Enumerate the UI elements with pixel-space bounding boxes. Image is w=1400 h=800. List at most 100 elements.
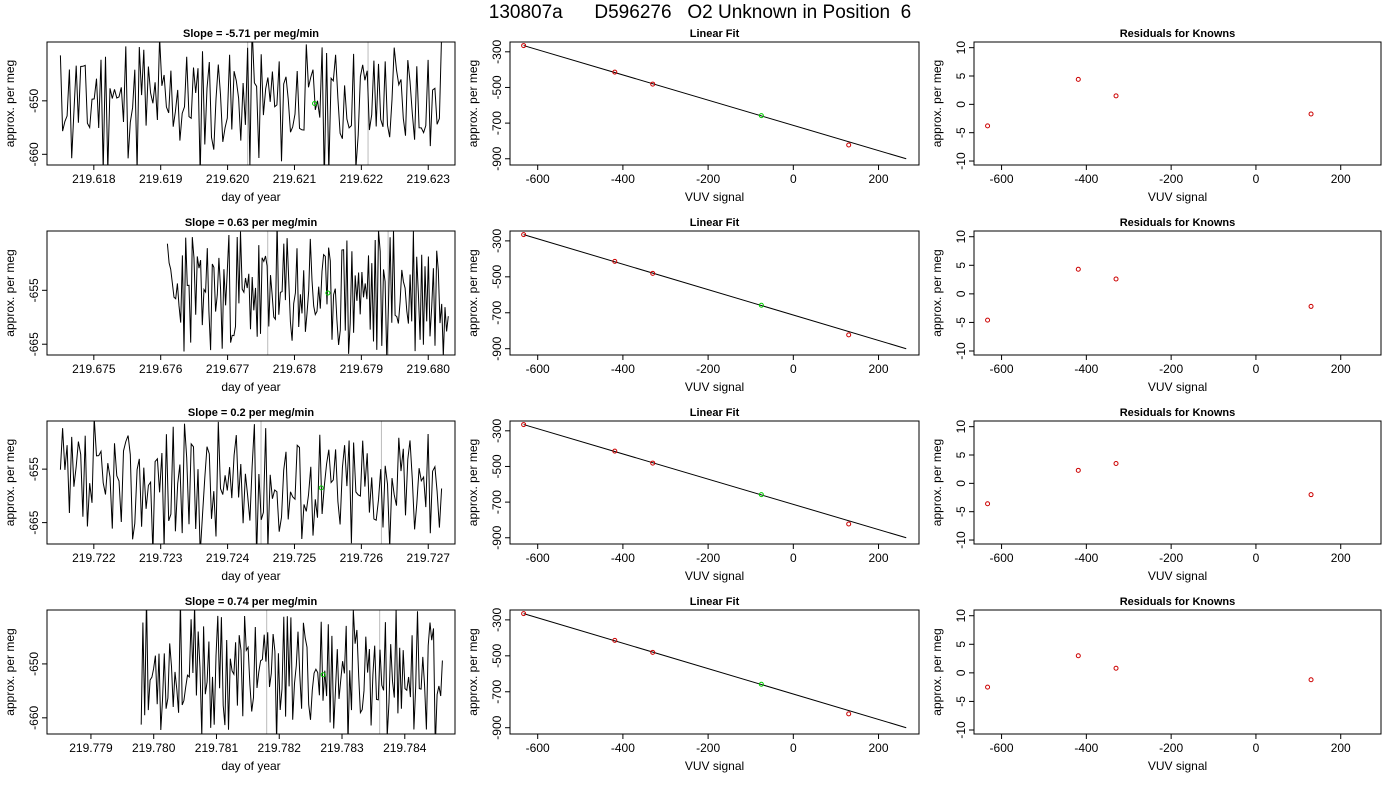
plot-area — [521, 422, 907, 539]
plot-frame — [509, 41, 920, 166]
x-tick-label: -200 — [696, 172, 720, 186]
panel-title: Linear Fit — [690, 217, 740, 229]
plot-area — [140, 610, 443, 734]
known-point — [846, 332, 852, 338]
panel-2-3: Residuals for Knowns VUV signal approx. pe… — [930, 217, 1382, 394]
x-tick-label: -200 — [696, 741, 720, 755]
x-tick-label: 219.619 — [139, 172, 183, 186]
x-tick-label: 219.781 — [195, 741, 239, 755]
residual-point — [1113, 665, 1119, 671]
panel-1-1: Slope = -5.71 per meg/min day of year appr… — [3, 28, 456, 204]
x-axis-label: VUV signal — [1148, 380, 1207, 394]
x-tick-label: 219.622 — [340, 172, 384, 186]
x-tick-label: 0 — [790, 172, 797, 186]
y-tick-label: -900 — [490, 525, 504, 549]
residual-point — [1075, 467, 1081, 473]
residual-point — [1308, 111, 1314, 117]
x-tick-label: -400 — [1074, 362, 1098, 376]
x-axis-label: day of year — [221, 190, 280, 204]
x-tick-label: 219.779 — [69, 741, 113, 755]
residual-point — [1113, 93, 1119, 99]
known-point — [650, 649, 656, 655]
x-tick-label: -400 — [611, 551, 635, 565]
fit-line — [523, 613, 907, 729]
panel-title: Linear Fit — [690, 407, 740, 419]
panel-2-2: Linear Fit VUV signal approx. per meg -600 -… — [466, 217, 920, 394]
x-tick-label: -400 — [611, 741, 635, 755]
x-tick-label: -400 — [1074, 172, 1098, 186]
plot-area — [59, 421, 443, 544]
y-tick-label: -700 — [490, 679, 504, 703]
y-axis-label: approx. per meg — [930, 60, 944, 147]
x-tick-label: 219.783 — [320, 741, 364, 755]
x-tick-label: 219.676 — [139, 362, 183, 376]
known-point — [612, 258, 618, 264]
unknown-point — [758, 492, 764, 498]
x-tick-label: 0 — [790, 741, 797, 755]
x-tick-label: 0 — [790, 551, 797, 565]
panel-title: Residuals for Knowns — [1120, 596, 1236, 608]
panel-title: Slope = 0.74 per meg/min — [185, 596, 318, 608]
x-tick-label: -400 — [611, 172, 635, 186]
y-tick-label: -500 — [490, 264, 504, 288]
data-series-line — [140, 610, 443, 734]
plot-frame — [46, 609, 456, 735]
known-point — [612, 448, 618, 454]
data-series-line — [59, 42, 442, 165]
panel-title: Residuals for Knowns — [1120, 217, 1236, 229]
y-axis-label: approx. per meg — [930, 628, 944, 715]
y-axis-label: approx. per meg — [466, 628, 480, 715]
x-tick-label: 219.621 — [273, 172, 317, 186]
plot-area — [521, 611, 907, 729]
x-tick-label: 219.677 — [206, 362, 250, 376]
x-tick-label: -200 — [696, 362, 720, 376]
y-tick-label: 10 — [954, 230, 968, 244]
known-point — [650, 270, 656, 276]
panel-1-3: Residuals for Knowns VUV signal approx. pe… — [930, 28, 1382, 204]
unknown-point — [318, 485, 324, 491]
x-tick-label: 219.678 — [273, 362, 317, 376]
known-point — [521, 611, 527, 617]
y-tick-label: -665 — [27, 510, 41, 534]
x-tick-label: 200 — [869, 172, 889, 186]
residual-point — [985, 123, 991, 129]
y-axis-label: approx. per meg — [3, 439, 17, 526]
known-point — [846, 521, 852, 527]
plot-frame — [973, 41, 1382, 166]
y-tick-label: -500 — [490, 75, 504, 99]
y-tick-label: -900 — [490, 146, 504, 170]
y-tick-label: -500 — [490, 643, 504, 667]
y-tick-label: -10 — [954, 721, 968, 739]
panel-title: Residuals for Knowns — [1120, 407, 1236, 419]
x-tick-label: -600 — [526, 741, 550, 755]
plot-frame — [973, 609, 1382, 735]
x-tick-label: 200 — [1331, 551, 1351, 565]
y-axis-label: approx. per meg — [930, 249, 944, 336]
unknown-point — [758, 113, 764, 119]
plot-area — [985, 653, 1314, 690]
x-axis-label: VUV signal — [685, 190, 744, 204]
y-tick-label: -700 — [490, 300, 504, 324]
y-axis-label: approx. per meg — [466, 60, 480, 147]
y-tick-label: -5 — [954, 127, 968, 138]
figure-title: 130807a D596276 O2 Unknown in Position 6 — [488, 2, 912, 23]
y-tick-label: 10 — [954, 420, 968, 434]
data-series-line — [166, 231, 449, 355]
x-axis-label: day of year — [221, 569, 280, 583]
fit-line — [523, 424, 907, 539]
unknown-point — [325, 290, 331, 296]
panel-1-2: Linear Fit VUV signal approx. per meg -600 -… — [466, 28, 920, 204]
plot-area — [166, 231, 449, 355]
plot-area — [985, 76, 1314, 129]
x-tick-label: 219.675 — [72, 362, 116, 376]
y-tick-label: -650 — [27, 88, 41, 112]
unknown-point — [758, 302, 764, 308]
known-point — [612, 637, 618, 643]
y-tick-label: -5 — [954, 696, 968, 707]
x-tick-label: 200 — [1331, 172, 1351, 186]
y-axis-label: approx. per meg — [930, 439, 944, 526]
y-tick-label: -900 — [490, 336, 504, 360]
known-point — [612, 69, 618, 75]
residual-point — [1075, 76, 1081, 82]
plot-frame — [509, 230, 920, 356]
